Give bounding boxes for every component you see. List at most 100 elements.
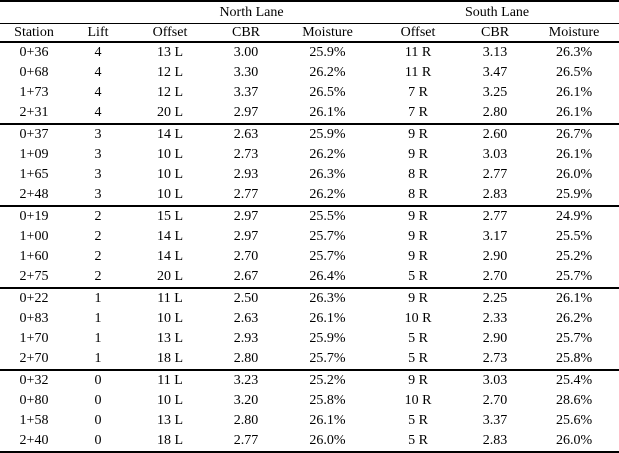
cell-lift: 1 [94,311,102,326]
cell-moisture-south: 25.7% [555,269,593,284]
cell-moisture-south: 26.3% [555,45,593,60]
cell-moisture-south: 28.6% [555,393,593,408]
cell-station: 1+60 [19,249,49,264]
cell-offset-north: 11 L [128,287,212,309]
table-header: North Lane South Lane Station Lift Offset C… [0,1,619,43]
cell-moisture-north: 26.2% [309,147,346,162]
cell-offset-south: 8 R [408,187,428,202]
table-row: 0+22 1 11 L 2.50 26.3% 9 R 2.25 26.1% [0,287,619,309]
cell-lift: 2 [94,269,102,284]
cell-offset-north: 12 L [156,65,184,80]
cell-cbr-south: 3.03 [461,369,530,391]
cell-moisture-south: 25.6% [555,413,593,428]
table-row: 1+70 1 13 L 2.93 25.9% 5 R 2.90 25.7% [0,329,619,349]
cell-lift: 2 [68,205,128,227]
cell-cbr-south: 2.77 [461,205,530,227]
cell-station: 0+19 [0,205,68,227]
cell-cbr-north: 2.63 [212,123,280,145]
cell-lift: 3 [94,167,102,182]
cell-offset-south: 5 R [408,413,428,428]
cell-moisture-north: 25.9% [309,331,346,346]
cell-cbr-north: 2.67 [233,269,259,284]
cell-moisture-north: 25.7% [309,249,346,264]
cell-cbr-south: 3.47 [482,65,508,80]
cell-offset-south: 9 R [408,229,428,244]
cell-moisture-south: 26.7% [529,123,619,145]
cell-offset-north: 15 L [128,205,212,227]
cell-cbr-south: 2.80 [482,105,508,120]
cell-station: 1+65 [19,167,49,182]
cell-moisture-south: 26.5% [555,65,593,80]
cell-lift: 0 [94,393,102,408]
cell-moisture-south: 25.5% [555,229,593,244]
cell-offset-south: 10 R [404,311,432,326]
cell-station: 1+73 [19,85,49,100]
column-header-station-0: Station [0,23,68,43]
table-row: 0+32 0 11 L 3.23 25.2% 9 R 3.03 25.4% [0,369,619,391]
column-header-offset-2: Offset [128,23,212,43]
column-header-row: Station Lift Offset CBR Moisture Offset CBR Moi… [0,23,619,43]
cell-station: 2+75 [19,269,49,284]
cell-cbr-north: 2.97 [212,205,280,227]
cell-offset-south: 7 R [408,85,428,100]
cell-lift: 1 [94,331,102,346]
column-header-lift-1: Lift [68,23,128,43]
cell-cbr-south: 3.37 [482,413,508,428]
cell-cbr-north: 3.23 [212,369,280,391]
cell-cbr-north: 2.63 [233,311,259,326]
table-row: 2+48 3 10 L 2.77 26.2% 8 R 2.83 25.9% [0,185,619,206]
cell-offset-north: 10 L [156,393,184,408]
cell-cbr-south: 2.70 [482,393,508,408]
cell-cbr-north: 2.50 [212,287,280,309]
north-lane-header: North Lane [128,1,376,24]
cell-moisture-south: 26.1% [555,85,593,100]
cell-station: 1+00 [19,229,49,244]
cell-offset-south: 5 R [408,331,428,346]
table-row: 1+60 2 14 L 2.70 25.7% 9 R 2.90 25.2% [0,247,619,267]
cell-moisture-north: 25.9% [280,123,376,145]
cell-moisture-north: 25.5% [280,205,376,227]
cell-lift: 1 [68,287,128,309]
table-row: 1+65 3 10 L 2.93 26.3% 8 R 2.77 26.0% [0,165,619,185]
cell-lift: 3 [94,187,102,202]
cell-cbr-north: 2.97 [233,229,259,244]
cell-station: 0+68 [19,65,49,80]
column-header-cbr-6: CBR [461,23,530,43]
table-row: 2+40 0 18 L 2.77 26.0% 5 R 2.83 26.0% [0,431,619,452]
table-row: 2+70 1 18 L 2.80 25.7% 5 R 2.73 25.8% [0,349,619,370]
cell-offset-south: 5 R [408,269,428,284]
cell-lift: 4 [94,45,102,60]
column-header-cbr-3: CBR [212,23,280,43]
cell-station: 2+70 [19,351,49,366]
cell-offset-north: 13 L [156,45,184,60]
cell-cbr-south: 2.77 [482,167,508,182]
cell-moisture-north: 26.0% [309,433,346,448]
cell-offset-south: 5 R [408,351,428,366]
cell-station: 0+32 [0,369,68,391]
cell-cbr-north: 3.00 [233,45,259,60]
cell-offset-north: 18 L [156,433,184,448]
cell-offset-north: 12 L [156,85,184,100]
cell-cbr-north: 2.70 [233,249,259,264]
cell-station: 0+83 [19,311,49,326]
cell-moisture-north: 26.2% [309,187,346,202]
cell-moisture-south: 25.8% [555,351,593,366]
table-row: 0+68 4 12 L 3.30 26.2% 11 R 3.47 26.5% [0,63,619,83]
cell-station: 0+36 [19,45,49,60]
cell-offset-south: 11 R [404,45,432,60]
lane-header-spacer [0,1,128,24]
cell-moisture-north: 26.3% [309,167,346,182]
lift-group-4: 0+36 4 13 L 3.00 25.9% 11 R 3.13 26.3% 0+68 4 12 L… [0,42,619,124]
cell-moisture-south: 25.7% [555,331,593,346]
cell-cbr-south: 2.70 [482,269,508,284]
cell-moisture-south: 25.4% [529,369,619,391]
cell-offset-north: 10 L [156,311,184,326]
cell-lift: 2 [94,249,102,264]
table-row: 1+58 0 13 L 2.80 26.1% 5 R 3.37 25.6% [0,411,619,431]
column-header-offset-5: Offset [375,23,462,43]
cell-station: 1+58 [19,413,49,428]
cell-offset-south: 9 R [375,369,462,391]
table-row: 0+36 4 13 L 3.00 25.9% 11 R 3.13 26.3% [0,42,619,63]
cell-moisture-north: 25.7% [309,229,346,244]
